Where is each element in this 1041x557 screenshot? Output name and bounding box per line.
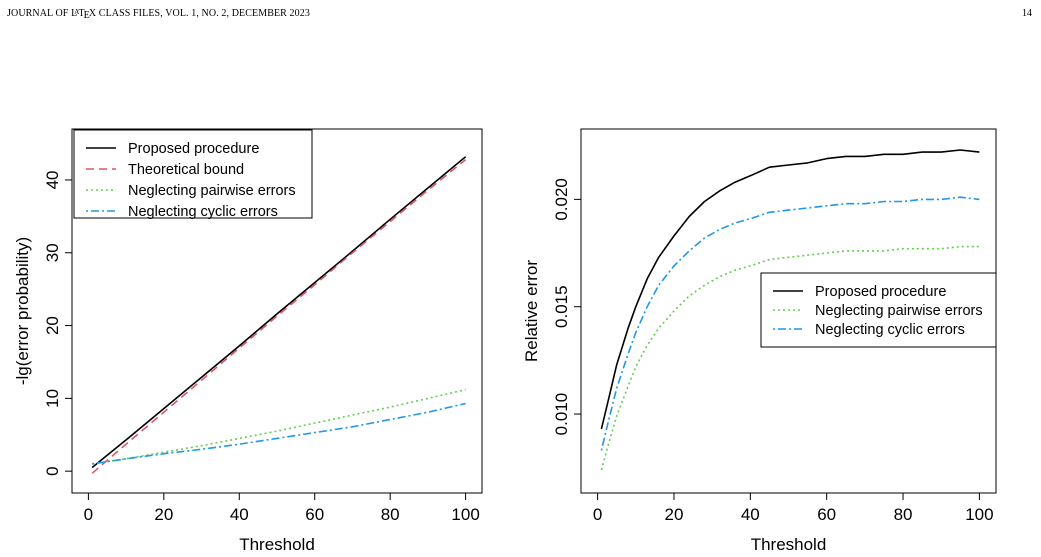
y-axis-title: -lg(error probability) bbox=[13, 237, 32, 385]
x-tick-label: 60 bbox=[817, 505, 836, 524]
legend-label: Proposed procedure bbox=[815, 284, 946, 300]
x-tick-label: 100 bbox=[451, 505, 479, 524]
x-tick-label: 20 bbox=[664, 505, 683, 524]
legend-label: Theoretical bound bbox=[128, 162, 244, 178]
series-line-4 bbox=[92, 402, 466, 465]
y-tick-label: 40 bbox=[43, 170, 62, 189]
series-line-1 bbox=[600, 149, 980, 430]
x-axis-title: Threshold bbox=[751, 535, 827, 554]
page-number: 14 bbox=[1022, 8, 1032, 19]
y-tick-label: 10 bbox=[43, 389, 62, 408]
legend-box bbox=[73, 129, 313, 219]
series-line-2 bbox=[600, 245, 980, 471]
y-tick-label: 30 bbox=[43, 243, 62, 262]
series-line-3 bbox=[92, 388, 466, 465]
series-line-3 bbox=[600, 196, 980, 451]
x-tick-label: 80 bbox=[381, 505, 400, 524]
chart-panel-2: 0 20 40 60 80 100 Threshold 0.010 0.015 0.020 Rela… bbox=[522, 128, 997, 554]
x-tick-label: 60 bbox=[305, 505, 324, 524]
legend-label: Neglecting cyclic errors bbox=[815, 322, 965, 338]
y-tick-label: 20 bbox=[43, 316, 62, 335]
legend-box bbox=[760, 272, 997, 348]
legend-label: Proposed procedure bbox=[128, 141, 259, 157]
legend-label: Neglecting cyclic errors bbox=[128, 204, 278, 220]
x-tick-label: 40 bbox=[741, 505, 760, 524]
legend-label: Neglecting pairwise errors bbox=[128, 183, 296, 199]
x-tick-label: 0 bbox=[593, 505, 602, 524]
legend: Proposed procedure Theoretical bound Negle… bbox=[73, 129, 313, 220]
series-line-2 bbox=[91, 158, 467, 474]
x-tick-label: 40 bbox=[230, 505, 249, 524]
y-axis-title: Relative error bbox=[522, 260, 541, 362]
x-tick-label: 20 bbox=[154, 505, 173, 524]
x-tick-label: 80 bbox=[894, 505, 913, 524]
y-tick-label: 0.010 bbox=[552, 393, 571, 436]
y-tick-label: 0.015 bbox=[552, 285, 571, 328]
x-tick-label: 100 bbox=[965, 505, 993, 524]
x-axis-title: Threshold bbox=[239, 535, 315, 554]
series-line-1 bbox=[91, 156, 467, 469]
y-tick-label: 0.020 bbox=[552, 178, 571, 221]
legend: Proposed procedure Neglecting pairwise er… bbox=[760, 272, 997, 348]
chart-panel-1: 0 20 40 60 80 100 Threshold 0 10 20 30 40 -lg(error … bbox=[13, 128, 483, 554]
legend-label: Neglecting pairwise errors bbox=[815, 303, 983, 319]
running-header: JOURNAL OF LATEX CLASS FILES, VOL. 1, NO… bbox=[7, 8, 310, 21]
y-tick-label: 0 bbox=[43, 466, 62, 475]
x-tick-label: 0 bbox=[84, 505, 93, 524]
